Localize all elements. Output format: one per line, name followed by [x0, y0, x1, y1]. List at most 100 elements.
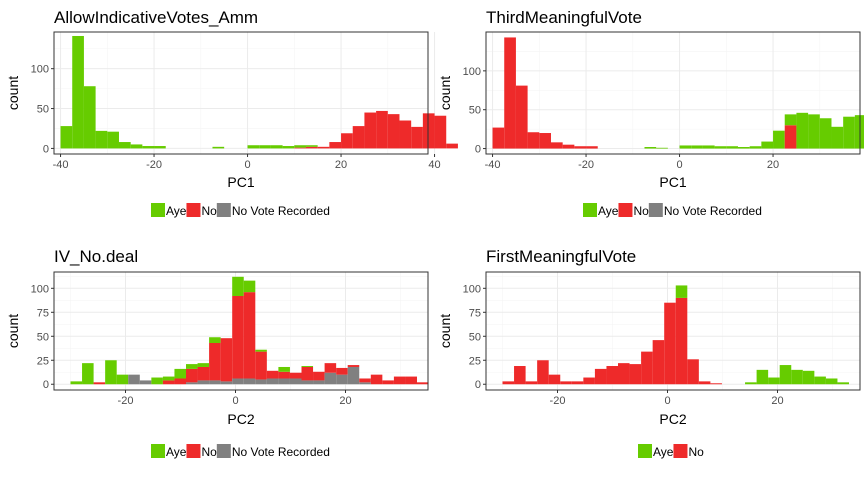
- histogram-bar: [791, 369, 803, 385]
- legend-label: No: [688, 445, 704, 459]
- histogram-bar: [197, 363, 210, 367]
- legend-swatch: [583, 203, 597, 217]
- histogram-bar: [784, 114, 797, 126]
- histogram-bar: [364, 112, 377, 149]
- histogram-bar: [270, 145, 283, 149]
- histogram-bar: [305, 146, 318, 149]
- histogram-bar: [675, 297, 688, 385]
- y-axis-title: count: [437, 314, 453, 348]
- histogram-bar: [594, 368, 607, 385]
- histogram-bar: [209, 380, 221, 385]
- histogram-bar: [773, 130, 785, 149]
- histogram-bar: [737, 147, 750, 149]
- x-axis-title: PC2: [659, 411, 686, 427]
- chart-title: IV_No.deal: [54, 247, 138, 266]
- legend-swatch: [638, 444, 652, 458]
- histogram-bar: [266, 370, 279, 379]
- x-tick-label: 20: [767, 159, 779, 171]
- histogram-bar: [644, 147, 657, 149]
- legend-label: No: [201, 445, 217, 459]
- y-tick-label: 50: [469, 105, 481, 117]
- histogram-bar: [562, 144, 575, 149]
- histogram-bar: [675, 285, 688, 298]
- histogram-bar: [656, 147, 668, 149]
- histogram-bar: [294, 147, 306, 149]
- histogram-bar: [710, 383, 722, 385]
- histogram-bar: [679, 145, 692, 149]
- histogram-bar: [82, 363, 94, 385]
- histogram-bar: [837, 382, 849, 385]
- histogram-bar: [550, 142, 563, 149]
- histogram-bar: [411, 126, 423, 149]
- y-axis-title: count: [437, 76, 453, 110]
- histogram-bar: [664, 302, 676, 385]
- histogram-bar: [60, 126, 73, 149]
- histogram-bar: [352, 126, 365, 149]
- histogram-bar: [329, 142, 342, 149]
- histogram-bar: [336, 374, 348, 385]
- legend-swatch: [216, 203, 231, 217]
- histogram-bar: [186, 368, 198, 383]
- histogram-bar: [641, 351, 653, 385]
- histogram-bar: [282, 146, 295, 149]
- y-tick-label: 25: [469, 355, 481, 367]
- histogram-bar: [162, 376, 175, 381]
- histogram-bar: [186, 382, 198, 385]
- y-tick-label: 75: [469, 307, 481, 319]
- histogram-bar: [116, 374, 129, 385]
- histogram-bar: [548, 374, 561, 385]
- histogram-bar: [130, 144, 143, 149]
- legend-label: Aye: [166, 204, 187, 218]
- y-tick-label: 0: [43, 143, 49, 155]
- y-tick-label: 0: [475, 144, 481, 156]
- legend-label: No Vote Recorded: [664, 204, 762, 218]
- y-tick-label: 100: [31, 64, 49, 76]
- histogram-bar: [118, 142, 131, 149]
- chart-panel-1: -40 -20 0 20 40 0 50 100 AllowIndicativeVotes_Am…: [5, 8, 458, 218]
- histogram-bar: [714, 146, 727, 149]
- x-axis-title: PC2: [227, 411, 254, 427]
- histogram-bar: [313, 371, 325, 381]
- y-tick-label: 75: [37, 307, 49, 319]
- histogram-bar: [434, 115, 447, 149]
- histogram-bar: [825, 378, 838, 385]
- histogram-bar: [142, 146, 155, 149]
- x-tick-label: -20: [146, 159, 162, 171]
- legend: Aye No: [638, 444, 704, 459]
- histogram-bar: [819, 118, 832, 149]
- histogram-bar: [504, 37, 516, 149]
- histogram-bar: [243, 378, 256, 385]
- legend-label: No: [633, 204, 649, 218]
- y-tick-label: 100: [463, 283, 481, 295]
- histogram-bar: [197, 366, 210, 381]
- histogram-bar: [779, 365, 792, 385]
- legend-swatch: [151, 444, 165, 458]
- x-tick-label: 20: [335, 159, 347, 171]
- x-tick-label: -20: [118, 395, 134, 407]
- histogram-bar: [154, 146, 166, 149]
- histogram-bar: [232, 378, 244, 385]
- histogram-bar: [209, 342, 221, 381]
- histogram-bar: [174, 378, 186, 385]
- y-tick-label: 100: [463, 66, 481, 78]
- x-tick-label: 20: [339, 395, 351, 407]
- histogram-bar: [571, 381, 584, 385]
- histogram-bar: [399, 120, 412, 149]
- histogram-bar: [514, 366, 526, 385]
- histogram-bar: [324, 363, 337, 373]
- panel-border: [53, 271, 429, 391]
- histogram-bar: [745, 382, 757, 385]
- histogram-bar: [768, 377, 780, 385]
- histogram-bar: [151, 377, 163, 385]
- histogram-bar: [255, 349, 267, 352]
- y-tick-label: 100: [31, 283, 49, 295]
- histogram-bar: [186, 364, 198, 369]
- legend-label: Aye: [166, 445, 187, 459]
- histogram-bar: [197, 380, 210, 385]
- histogram-bar: [618, 363, 630, 385]
- histogram-bar: [278, 378, 290, 385]
- histogram-bar: [376, 110, 388, 149]
- panel-border: [485, 31, 861, 155]
- histogram-bar: [247, 145, 260, 149]
- histogram-bar: [370, 374, 383, 385]
